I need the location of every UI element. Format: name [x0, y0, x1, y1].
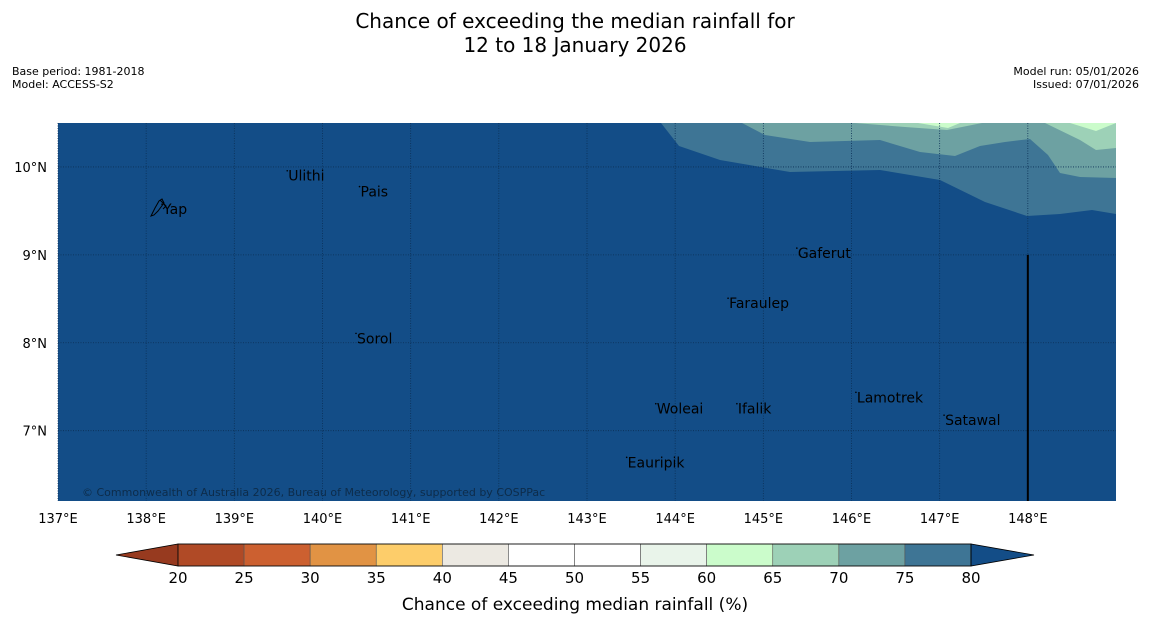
- place-label: Woleai: [657, 402, 704, 418]
- place-ulithi: Ulithi: [286, 169, 325, 185]
- lon-tick-label-2: 139°E: [215, 512, 255, 527]
- lon-tick-label-1: 138°E: [126, 512, 166, 527]
- lat-tick-label-2: 8°N: [23, 337, 48, 352]
- place-sorol: Sorol: [355, 331, 392, 347]
- lon-tick-label-10: 147°E: [920, 512, 960, 527]
- copyright-notice: © Commonwealth of Australia 2026, Bureau…: [82, 486, 545, 499]
- colorbar-bin-50-55: [574, 543, 641, 567]
- metadata-left: Base period: 1981-2018 Model: ACCESS-S2: [12, 65, 144, 91]
- place-label: Gaferut: [798, 246, 852, 262]
- latitude-tick-labels: 10°N 9°N 8°N 7°N: [14, 161, 47, 440]
- place-gaferut: Gaferut: [796, 246, 851, 262]
- metadata-right: Model run: 05/01/2026 Issued: 07/01/2026: [1013, 65, 1139, 91]
- colorbar-tick-11: 75: [895, 569, 914, 587]
- place-label: Satawal: [945, 413, 1000, 429]
- colorbar-tick-7: 55: [631, 569, 650, 587]
- colorbar-frame: [177, 543, 972, 567]
- place-marker: [736, 402, 738, 405]
- yap-island-outline: [150, 198, 167, 217]
- place-marker: [654, 402, 657, 405]
- lon-tick-label-3: 140°E: [303, 512, 343, 527]
- lon-tick-label-9: 146°E: [832, 512, 872, 527]
- place-satawal: Satawal: [943, 413, 1001, 429]
- issued-date: Issued: 07/01/2026: [1032, 78, 1139, 91]
- place-label: Ifalik: [738, 402, 772, 418]
- place-label: Lamotrek: [857, 390, 924, 406]
- colorbar-tick-6: 50: [565, 569, 584, 587]
- colorbar-bin-65-70: [772, 543, 840, 567]
- place-label: Faraulep: [729, 296, 789, 312]
- colorbar-bin-45-50: [508, 543, 575, 567]
- colorbar-tick-8: 60: [697, 569, 716, 587]
- colorbar-label: Chance of exceeding median rainfall (%): [402, 595, 748, 615]
- colorbar-bin-75-80: [904, 543, 972, 567]
- colorbar-extend-low: [115, 543, 179, 567]
- colorbar-tick-1: 25: [235, 569, 254, 587]
- lon-tick-label-4: 141°E: [391, 512, 431, 527]
- colorbar-tick-5: 45: [499, 569, 518, 587]
- colorbar-tick-4: 40: [433, 569, 452, 587]
- place-marker: [355, 332, 357, 335]
- contour-band-75-80: [661, 123, 1116, 216]
- lon-tick-label-6: 143°E: [567, 512, 607, 527]
- place-faraulep: Faraulep: [727, 296, 789, 312]
- colorbar-extend-high: [970, 543, 1035, 567]
- place-marker: [943, 414, 945, 416]
- place-label: Pais: [361, 185, 389, 201]
- place-yap: Yap: [161, 202, 187, 218]
- place-marker: [796, 247, 798, 249]
- colorbar-tick-10: 70: [829, 569, 848, 587]
- base-period: Base period: 1981-2018: [12, 65, 145, 78]
- colorbar-tick-3: 35: [367, 569, 386, 587]
- place-marker: [727, 297, 729, 300]
- place-label: Sorol: [357, 331, 392, 347]
- lon-tick-label-7: 144°E: [655, 512, 695, 527]
- lat-tick-label-0: 10°N: [14, 161, 47, 176]
- place-ifalik: Ifalik: [736, 402, 772, 418]
- colorbar-bin-20-25: [177, 543, 245, 567]
- place-labels: Yap Ulithi Pais Gaferut Faraulep Sorol Lamotre…: [161, 169, 1001, 471]
- colorbar-tick-9: 65: [763, 569, 782, 587]
- colorbar-bin-70-75: [838, 543, 906, 567]
- place-label: Ulithi: [288, 169, 324, 185]
- place-marker: [161, 203, 163, 205]
- lon-tick-label-8: 145°E: [744, 512, 784, 527]
- colorbar-tick-0: 20: [168, 569, 187, 587]
- colorbar-tick-12: 80: [961, 569, 980, 587]
- lat-tick-label-1: 9°N: [23, 249, 48, 264]
- contour-band-70-75: [742, 123, 1116, 178]
- place-woleai: Woleai: [654, 402, 704, 418]
- place-marker: [286, 169, 289, 172]
- title-line-1: Chance of exceeding the median rainfall …: [355, 9, 795, 33]
- longitude-tick-labels: 137°E 138°E 139°E 140°E 141°E 142°E 143°E 144°E…: [38, 512, 1047, 527]
- colorbar: 20 25 30 35 40 45 50 55 60 65 70 75 80: [115, 543, 1035, 587]
- place-marker: [855, 391, 857, 394]
- colorbar-bin-55-60: [640, 543, 707, 567]
- lon-tick-label-11: 148°E: [1008, 512, 1048, 527]
- colorbar-bin-30-35: [309, 543, 377, 567]
- lat-tick-label-3: 7°N: [23, 425, 48, 440]
- chart-title: Chance of exceeding the median rainfall …: [0, 9, 1150, 57]
- lon-tick-label-5: 142°E: [479, 512, 519, 527]
- place-label: Eauripik: [628, 455, 686, 471]
- colorbar-tick-2: 30: [301, 569, 320, 587]
- colorbar-bin-25-30: [243, 543, 311, 567]
- model-run: Model run: 05/01/2026: [1013, 65, 1139, 78]
- title-line-2: 12 to 18 January 2026: [463, 33, 687, 57]
- colorbar-bin-60-65: [706, 543, 774, 567]
- colorbar-bin-40-45: [442, 543, 509, 567]
- place-marker: [625, 456, 628, 459]
- model-name: Model: ACCESS-S2: [12, 78, 114, 91]
- colorbar-bin-35-40: [375, 543, 443, 567]
- place-label: Yap: [162, 202, 187, 218]
- lon-tick-label-0: 137°E: [38, 512, 78, 527]
- map-graticule: [57, 123, 1116, 501]
- place-pais: Pais: [358, 185, 389, 201]
- place-eauripik: Eauripik: [625, 455, 686, 471]
- place-lamotrek: Lamotrek: [855, 390, 924, 406]
- contour-band-60-65: [918, 123, 1116, 131]
- place-marker: [358, 185, 361, 188]
